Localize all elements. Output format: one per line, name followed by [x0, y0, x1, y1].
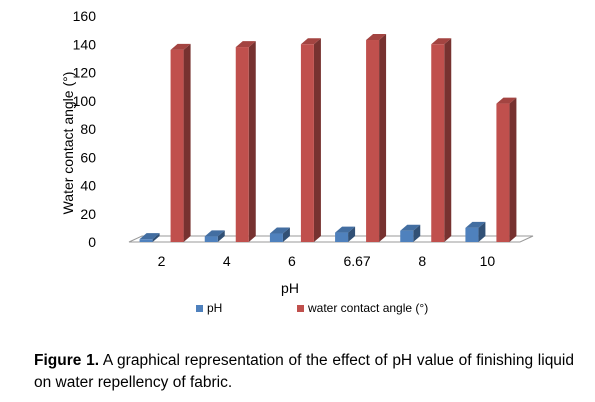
y-axis-ticks: 0 20 40 60 80 100 120 140 160: [73, 8, 97, 250]
y-tick-label: 140: [73, 36, 97, 52]
bar-water-contact-angle: [366, 34, 387, 243]
bar-ph: [465, 221, 486, 242]
bar-water-contact-angle: [496, 97, 517, 242]
bar-ph: [204, 230, 225, 242]
legend: pH water contact angle (°): [196, 301, 428, 315]
legend-label: pH: [207, 301, 222, 315]
x-tick-label: 4: [223, 253, 231, 269]
bar-water-contact-angle: [300, 38, 321, 242]
bar-water-contact-angle: [431, 38, 452, 242]
bar-ph: [400, 224, 421, 242]
y-tick-label: 100: [73, 93, 97, 109]
y-tick-label: 0: [88, 234, 96, 250]
figure-label: Figure 1.: [34, 352, 99, 369]
chart-bars: [139, 34, 517, 243]
x-axis-ticks: 2 4 6 6.67 8 10: [158, 253, 496, 269]
y-tick-label: 160: [73, 8, 97, 24]
y-tick-label: 120: [73, 65, 97, 81]
bar-water-contact-angle: [235, 41, 256, 243]
caption-text: A graphical representation of the effect…: [34, 352, 574, 391]
y-tick-label: 80: [80, 121, 96, 137]
bar-water-contact-angle: [170, 43, 191, 243]
x-tick-label: 8: [418, 253, 426, 269]
bar-ph: [269, 227, 290, 242]
y-tick-label: 40: [80, 178, 96, 194]
x-tick-label: 10: [480, 253, 496, 269]
figure-caption: Figure 1. A graphical representation of …: [34, 350, 574, 394]
bar-chart: 0 20 40 60 80 100 120 140 160 2 4 6 6.67 8 10 Water c…: [60, 8, 534, 315]
y-tick-label: 60: [80, 149, 96, 165]
x-tick-label: 6.67: [343, 253, 370, 269]
x-tick-label: 2: [158, 253, 166, 269]
y-axis-label: Water contact angle (°): [60, 72, 76, 215]
legend-label: water contact angle (°): [307, 301, 428, 315]
bar-ph: [335, 226, 356, 242]
x-tick-label: 6: [288, 253, 296, 269]
x-axis-label: pH: [281, 280, 299, 296]
legend-swatch: [297, 305, 304, 312]
bar-ph: [139, 233, 160, 242]
legend-swatch: [196, 305, 203, 312]
y-tick-label: 20: [80, 206, 96, 222]
